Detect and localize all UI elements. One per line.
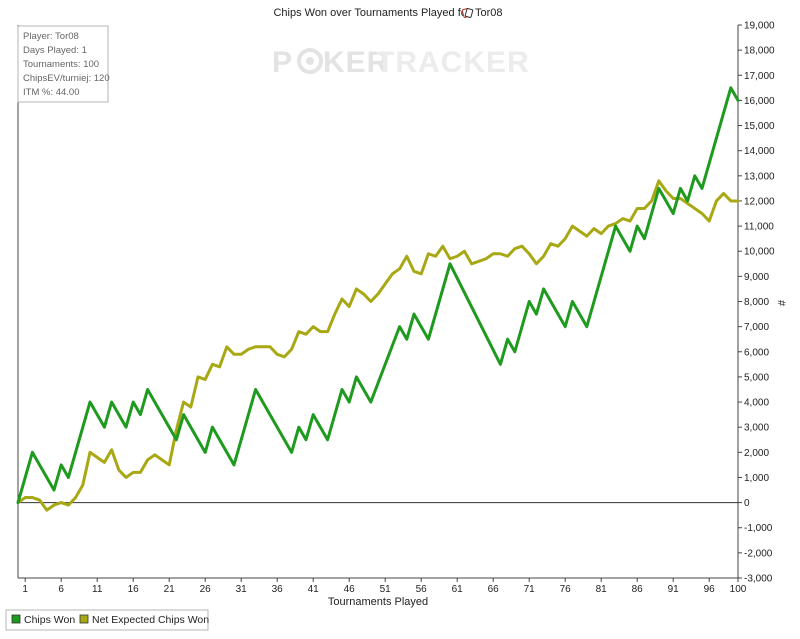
- y-tick-label: 4,000: [744, 398, 769, 409]
- series-layer: [16, 86, 740, 512]
- legend-swatch-chips-won: [11, 614, 21, 624]
- x-tick-label: 16: [128, 584, 140, 595]
- y-axis-ticks: -3,000 -2,000 -1,000 0 1,000 2,000 3,000 4,000 5…: [738, 21, 775, 585]
- x-axis-ticks: 1 6 11 16 21 26 31 36 41 46 51 56 61 66 71 76 81 86 91 96 10…: [22, 578, 747, 595]
- poker-cards-icon: [461, 8, 474, 18]
- x-tick-label: 86: [632, 584, 644, 595]
- x-tick-label: 100: [730, 584, 747, 595]
- x-tick-label: 21: [164, 584, 176, 595]
- y-axis-label: #: [775, 300, 787, 307]
- x-tick-label: 6: [58, 584, 64, 595]
- info-box-frame: [17, 25, 109, 103]
- y-tick-label: 13,000: [744, 171, 775, 182]
- series-line-chips-won: [16, 86, 740, 505]
- x-tick-label: 81: [596, 584, 608, 595]
- y-tick-label: 6,000: [744, 347, 769, 358]
- y-tick-label: 5,000: [744, 372, 769, 383]
- y-tick-label: 2,000: [744, 448, 769, 459]
- y-tick-label: 15,000: [744, 121, 775, 132]
- x-tick-label: 36: [272, 584, 284, 595]
- info-player: Player: Tor08: [23, 31, 79, 42]
- y-tick-label: 10,000: [744, 247, 775, 258]
- y-tick-label: 1,000: [744, 473, 769, 484]
- x-tick-label: 51: [380, 584, 392, 595]
- y-tick-label: 7,000: [744, 322, 769, 333]
- info-days-played: Days Played: 1: [23, 45, 87, 56]
- y-tick-label: 11,000: [744, 222, 774, 233]
- x-tick-label: 91: [668, 584, 680, 595]
- info-chips-ev: ChipsEV/turniej: 120: [23, 73, 110, 84]
- x-axis-label: Tournaments Played: [328, 596, 428, 608]
- y-tick-label: -1,000: [744, 523, 773, 534]
- x-tick-label: 31: [236, 584, 248, 595]
- y-tick-label: -3,000: [744, 574, 773, 585]
- x-tick-label: 61: [452, 584, 464, 595]
- legend-frame: [5, 609, 209, 631]
- y-tick-label: 17,000: [744, 71, 775, 82]
- axes: [17, 25, 739, 579]
- legend-label-chips-won: Chips Won: [24, 614, 75, 626]
- y-tick-label: -2,000: [744, 548, 773, 559]
- x-tick-label: 26: [200, 584, 212, 595]
- y-tick-label: 8,000: [744, 297, 769, 308]
- x-tick-label: 11: [92, 584, 103, 595]
- legend-swatch-net-expected: [79, 614, 89, 624]
- legend-label-net-expected: Net Expected Chips Won: [92, 614, 209, 626]
- series-line-net-expected: [16, 179, 740, 512]
- x-tick-label: 56: [416, 584, 428, 595]
- pokertracker-watermark: P KER TRACKER: [272, 46, 530, 79]
- y-tick-label: 18,000: [744, 46, 775, 57]
- chart-title: Chips Won over Tournaments Played for To…: [273, 7, 502, 19]
- x-tick-label: 1: [22, 584, 28, 595]
- y-tick-label: 14,000: [744, 146, 775, 157]
- chart-title-text: Chips Won over Tournaments Played for: [273, 7, 470, 19]
- x-tick-label: 46: [344, 584, 356, 595]
- info-itm: ITM %: 44.00: [23, 87, 80, 98]
- legend: Chips Won Net Expected Chips Won: [5, 609, 209, 631]
- y-tick-label: 12,000: [744, 196, 775, 207]
- chart-title-player: Tor08: [475, 7, 503, 19]
- y-tick-label: 16,000: [744, 96, 775, 107]
- watermark-ker: KER: [323, 46, 389, 79]
- info-tournaments: Tournaments: 100: [23, 59, 99, 70]
- y-tick-label: 9,000: [744, 272, 769, 283]
- y-tick-label: 0: [744, 498, 750, 509]
- x-tick-label: 76: [560, 584, 572, 595]
- legend-item-net-expected[interactable]: Net Expected Chips Won: [79, 614, 209, 626]
- x-tick-label: 96: [704, 584, 716, 595]
- watermark-chip-icon: [297, 48, 323, 74]
- watermark-tracker: TRACKER: [376, 46, 530, 79]
- player-info-box: Player: Tor08 Days Played: 1 Tournaments…: [17, 25, 110, 103]
- y-tick-label: 3,000: [744, 423, 769, 434]
- x-tick-label: 41: [308, 584, 320, 595]
- x-tick-label: 71: [524, 584, 536, 595]
- watermark-p: P: [272, 46, 293, 79]
- y-tick-label: 19,000: [744, 21, 775, 32]
- legend-item-chips-won[interactable]: Chips Won: [11, 614, 75, 626]
- x-tick-label: 66: [488, 584, 500, 595]
